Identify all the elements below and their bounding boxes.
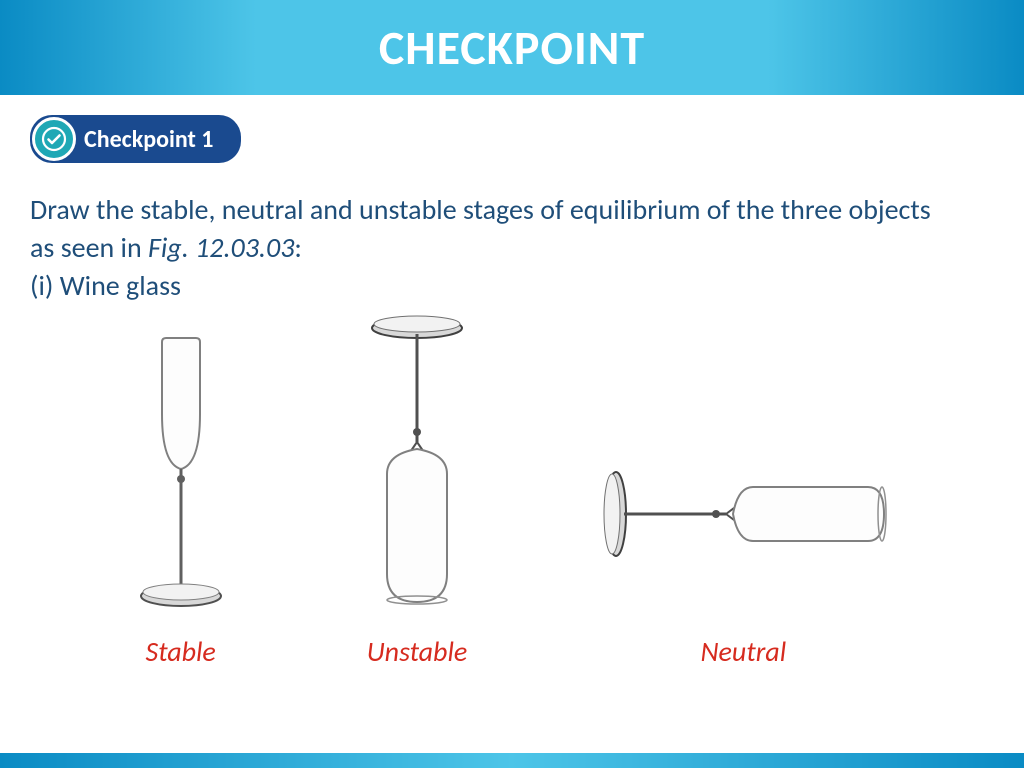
figure-reference: Fig. 12.03.03	[148, 230, 294, 265]
label-stable: Stable	[146, 634, 216, 669]
figure-neutral: Neutral	[598, 414, 888, 669]
question-text: Draw the stable, neutral and unstable st…	[30, 191, 950, 304]
figure-unstable: Unstable	[347, 334, 487, 669]
page-title: CHECKPOINT	[379, 18, 645, 77]
glass-upright-image	[126, 334, 236, 614]
figures-row: Stable Unstable	[30, 334, 984, 669]
checkpoint-badge: Checkpoint 1	[30, 115, 241, 163]
footer-bar	[0, 753, 1024, 768]
check-icon	[32, 117, 76, 161]
figure-stable: Stable	[126, 334, 236, 669]
glass-inverted-image	[347, 334, 487, 614]
label-neutral: Neutral	[701, 634, 787, 669]
question-line1b: :	[294, 230, 302, 265]
header-banner: CHECKPOINT	[0, 0, 1024, 95]
badge-label: Checkpoint 1	[84, 125, 213, 154]
glass-side-image	[598, 414, 888, 614]
question-line2: (i) Wine glass	[30, 268, 181, 303]
label-unstable: Unstable	[367, 634, 468, 669]
content-area: Checkpoint 1 Draw the stable, neutral an…	[0, 95, 1024, 669]
